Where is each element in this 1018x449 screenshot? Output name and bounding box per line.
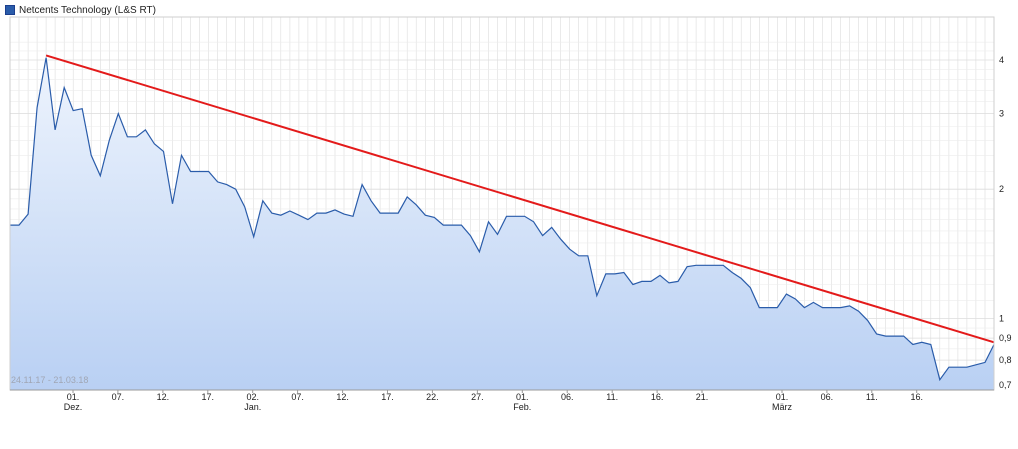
date-range-label: 24.11.17 - 21.03.18 xyxy=(11,375,89,385)
x-tick-label: 12. xyxy=(336,392,349,402)
y-tick-label: 0,9 xyxy=(999,333,1012,343)
legend: Netcents Technology (L&S RT) xyxy=(5,4,156,16)
x-tick-label: 06. xyxy=(561,392,574,402)
x-tick-month-label: März xyxy=(772,402,792,412)
y-tick-label: 1 xyxy=(999,314,1004,324)
x-tick-label: 22. xyxy=(426,392,439,402)
x-tick-label: 12. xyxy=(157,392,170,402)
x-tick-month-label: Feb. xyxy=(513,402,531,412)
trend-line xyxy=(45,54,995,344)
x-tick-label: 11. xyxy=(606,392,618,402)
y-tick-label: 0,8 xyxy=(999,355,1012,365)
x-tick-label: 02. xyxy=(246,392,259,402)
x-axis-ticks: 01.Dez.07. 12. 17. 02.Jan.07. 12. 17. 22. 27. 01… xyxy=(64,390,923,412)
x-tick-label: 17. xyxy=(381,392,394,402)
x-tick-label: 07. xyxy=(291,392,304,402)
price-area xyxy=(10,57,994,390)
x-tick-label: 01. xyxy=(776,392,789,402)
x-tick-label: 07. xyxy=(112,392,125,402)
x-tick-label: 16. xyxy=(651,392,664,402)
legend-label: Netcents Technology (L&S RT) xyxy=(19,4,156,16)
x-tick-label: 11. xyxy=(866,392,878,402)
x-tick-month-label: Dez. xyxy=(64,402,83,412)
y-tick-label: 4 xyxy=(999,55,1004,65)
x-tick-label: 01. xyxy=(67,392,80,402)
x-tick-label: 27. xyxy=(471,392,484,402)
x-tick-label: 06. xyxy=(821,392,834,402)
x-tick-month-label: Jan. xyxy=(244,402,261,412)
y-tick-label: 3 xyxy=(999,109,1004,119)
x-tick-label: 16. xyxy=(910,392,923,402)
y-axis-ticks: 4 3 2 1 0,9 0,8 0,7 xyxy=(999,55,1012,390)
x-tick-label: 21. xyxy=(696,392,709,402)
y-tick-label: 2 xyxy=(999,184,1004,194)
x-tick-label: 01. xyxy=(516,392,529,402)
price-line xyxy=(10,57,995,382)
legend-swatch xyxy=(5,5,15,15)
x-tick-label: 17. xyxy=(202,392,215,402)
y-tick-label: 0,7 xyxy=(999,380,1012,390)
